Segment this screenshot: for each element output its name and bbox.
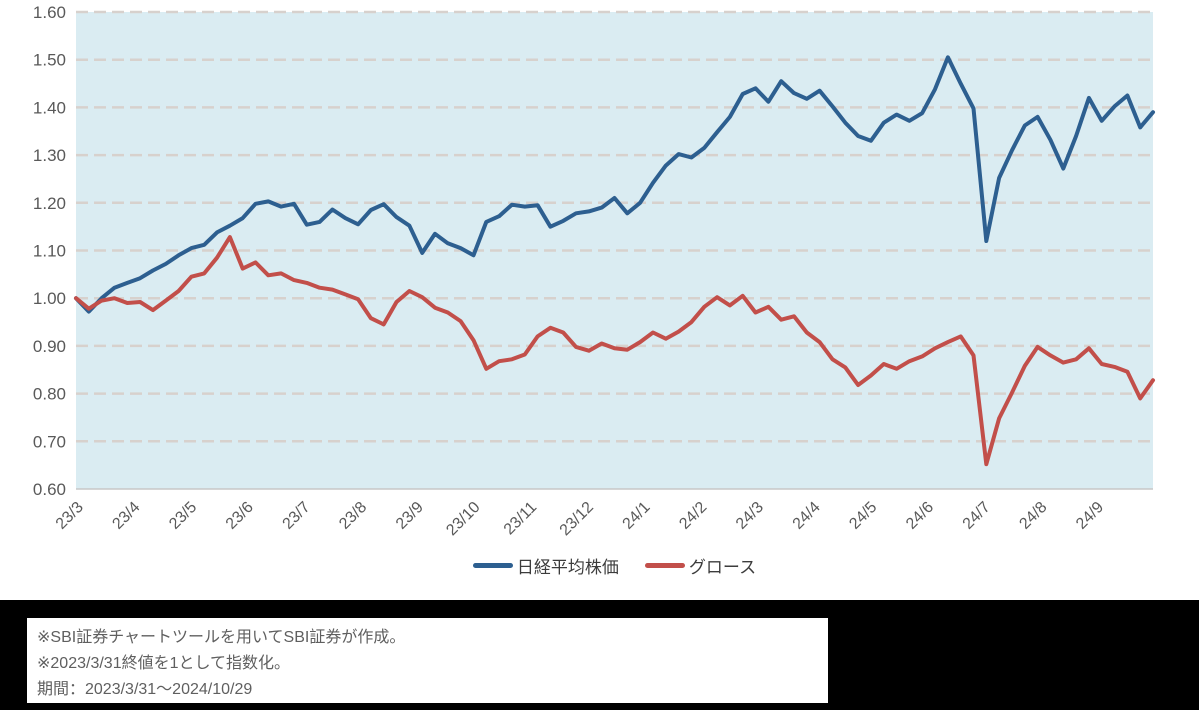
x-tick-label: 24/2 bbox=[676, 499, 710, 533]
y-tick-label: 0.90 bbox=[33, 337, 66, 356]
x-tick-label: 23/12 bbox=[557, 499, 597, 539]
x-tick-label: 23/8 bbox=[336, 499, 370, 533]
y-axis-labels: 1.60 1.50 1.40 1.30 1.20 1.10 1.00 0.90 0.80 0.70… bbox=[33, 3, 66, 499]
plot-area bbox=[76, 12, 1153, 489]
series-lines-group bbox=[74, 55, 1155, 467]
y-tick-label: 1.40 bbox=[33, 98, 66, 117]
x-tick-label: 23/10 bbox=[443, 499, 483, 539]
x-tick-label: 24/8 bbox=[1016, 499, 1050, 533]
y-tick-label: 1.20 bbox=[33, 194, 66, 213]
chart-legend: 日経平均株価 グロース bbox=[0, 551, 1199, 579]
x-tick-label: 24/4 bbox=[790, 499, 824, 533]
y-tick-label: 1.50 bbox=[33, 51, 66, 70]
x-tick-label: 24/5 bbox=[846, 499, 880, 533]
x-tick-label: 24/9 bbox=[1073, 499, 1107, 533]
y-tick-label: 1.30 bbox=[33, 146, 66, 165]
nikkei-line-swatch bbox=[472, 562, 513, 568]
source-note-box: ※SBI証券チャートツールを用いてSBI証券が作成。 ※2023/3/31終値を… bbox=[27, 618, 828, 703]
y-tick-label: 1.00 bbox=[33, 289, 66, 308]
x-tick-label: 23/11 bbox=[501, 499, 541, 539]
x-tick-label: 23/3 bbox=[53, 499, 87, 533]
x-tick-label: 24/6 bbox=[903, 499, 937, 533]
growth-legend-label: グロース bbox=[688, 557, 757, 577]
nikkei-series-line bbox=[74, 55, 1155, 314]
x-tick-label: 23/9 bbox=[393, 499, 427, 533]
legend-item-nikkei: 日経平均株価 bbox=[472, 553, 619, 578]
bottom-black-band: ※SBI証券チャートツールを用いてSBI証券が作成。 ※2023/3/31終値を… bbox=[0, 600, 1199, 710]
y-tick-label: 1.60 bbox=[33, 3, 66, 22]
y-tick-label: 0.80 bbox=[33, 385, 66, 404]
indexed-price-chart: 1.60 1.50 1.40 1.30 1.20 1.10 1.00 0.90 0.80 0.70… bbox=[0, 3, 1199, 579]
y-tick-label: 1.10 bbox=[33, 242, 66, 261]
x-tick-label: 23/7 bbox=[280, 499, 314, 533]
note-indexing: ※2023/3/31終値を1として指数化。 bbox=[37, 655, 291, 672]
x-tick-label: 23/6 bbox=[223, 499, 257, 533]
y-tick-label: 0.70 bbox=[33, 432, 66, 451]
gridlines-group bbox=[76, 10, 1153, 490]
nikkei-legend-label: 日経平均株価 bbox=[516, 557, 619, 577]
x-tick-label: 23/4 bbox=[109, 499, 143, 533]
growth-series-line bbox=[74, 235, 1155, 467]
note-source: ※SBI証券チャートツールを用いてSBI証券が作成。 bbox=[37, 629, 406, 646]
note-period: 期間：2023/3/31～2024/10/29 bbox=[37, 681, 253, 698]
legend-item-growth: グロース bbox=[644, 553, 757, 578]
x-axis-labels: 23/3 23/4 23/5 23/6 23/7 23/8 23/9 23/10 23/11 23… bbox=[53, 499, 1107, 539]
x-tick-label: 24/3 bbox=[733, 499, 767, 533]
y-tick-label: 0.60 bbox=[33, 480, 66, 499]
chart-canvas: 1.60 1.50 1.40 1.30 1.20 1.10 1.00 0.90 0.80 0.70… bbox=[33, 3, 1155, 539]
x-tick-label: 24/1 bbox=[620, 499, 654, 533]
growth-line-swatch bbox=[644, 562, 685, 568]
x-tick-label: 24/7 bbox=[960, 499, 994, 533]
x-tick-label: 23/5 bbox=[166, 499, 200, 533]
